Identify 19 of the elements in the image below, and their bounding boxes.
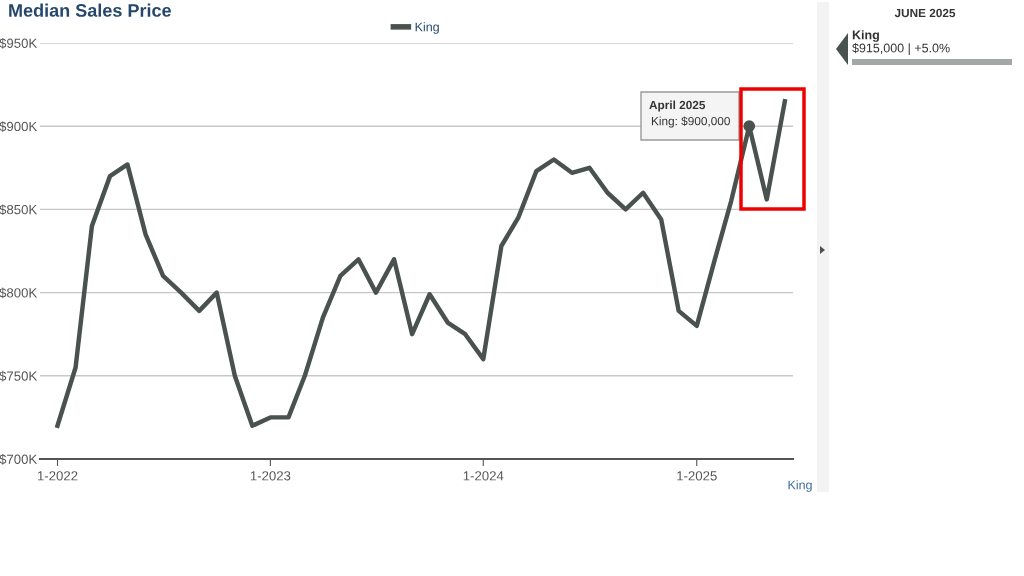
chart-title: Median Sales Price: [9, 3, 171, 17]
x-tick-label: 1-2023: [250, 471, 291, 481]
y-tick-label: $750K: [0, 370, 38, 382]
y-tick-label: $950K: [0, 38, 38, 49]
annotation: April 2025: [649, 100, 706, 112]
annotation: King: $900,000: [651, 116, 730, 128]
y-tick-label: $700K: [0, 454, 38, 465]
y-tick-label: $800K: [0, 287, 38, 299]
y-tick-label: $900K: [0, 121, 38, 132]
text: King: [852, 30, 879, 42]
y-tick-label: $850K: [0, 204, 38, 216]
x-tick-label: 1-2024: [463, 471, 504, 481]
x-tick-label: 1-2025: [677, 471, 717, 481]
text: King: [788, 480, 812, 492]
line-series: [55, 99, 788, 428]
text: JUNE 2025: [894, 8, 956, 18]
text: $915,000 | +5.0%: [852, 43, 950, 55]
legend-label: King: [415, 22, 439, 34]
x-tick-label: 1-2022: [37, 471, 78, 481]
